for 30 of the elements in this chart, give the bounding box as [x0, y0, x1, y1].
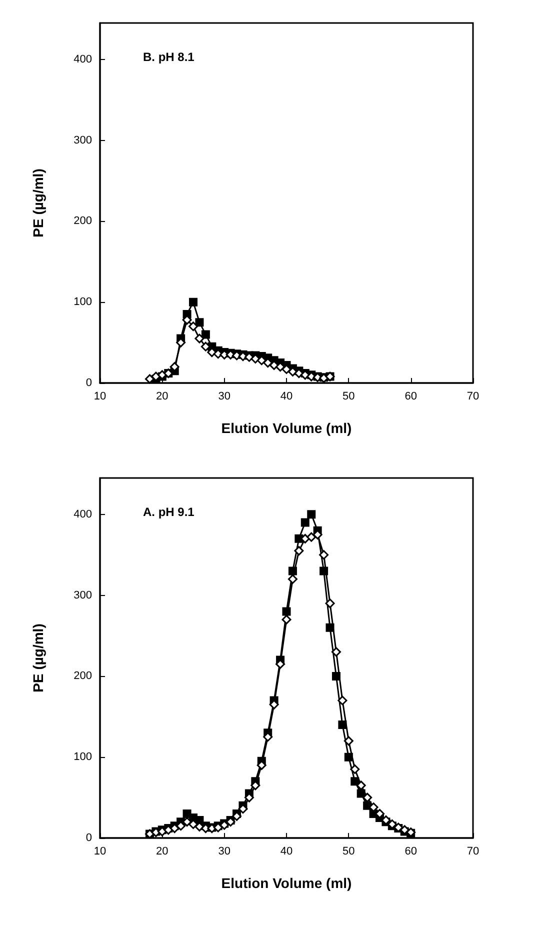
x-tick-label: 30: [218, 846, 230, 858]
x-tick-label: 60: [404, 390, 417, 402]
x-tick-label: 30: [218, 390, 230, 402]
y-tick-label: 200: [74, 670, 92, 682]
y-tick-label: 100: [74, 751, 92, 764]
x-axis-title: Elution Volume (ml): [221, 420, 352, 436]
x-tick-label: 40: [280, 390, 293, 402]
x-tick-label: 50: [342, 846, 355, 858]
y-tick-label: 0: [86, 377, 92, 389]
x-tick-label: 70: [466, 390, 480, 402]
x-tick-label: 50: [342, 390, 355, 402]
y-tick-label: 200: [74, 215, 92, 228]
x-tick-label: 10: [94, 846, 106, 858]
y-tick-label: 400: [74, 53, 92, 66]
y-axis-title: PE (µg/ml): [30, 168, 46, 238]
x-tick-label: 10: [94, 390, 106, 402]
x-tick-label: 70: [466, 846, 480, 858]
text: A. pH 9.1: [143, 505, 195, 519]
y-tick-label: 300: [74, 134, 92, 146]
y-tick-label: 100: [74, 296, 92, 308]
y-tick-label: 300: [74, 589, 92, 602]
x-axis-title: Elution Volume (ml): [221, 875, 352, 891]
y-tick-label: 400: [74, 508, 92, 520]
y-axis-title: PE (µg/ml): [30, 624, 46, 692]
y-tick-label: 0: [86, 832, 92, 844]
text: B. pH 8.1: [143, 50, 195, 64]
x-tick-label: 20: [156, 846, 168, 858]
x-tick-label: 60: [404, 846, 417, 858]
x-tick-label: 20: [156, 390, 168, 402]
x-tick-label: 40: [280, 846, 293, 858]
